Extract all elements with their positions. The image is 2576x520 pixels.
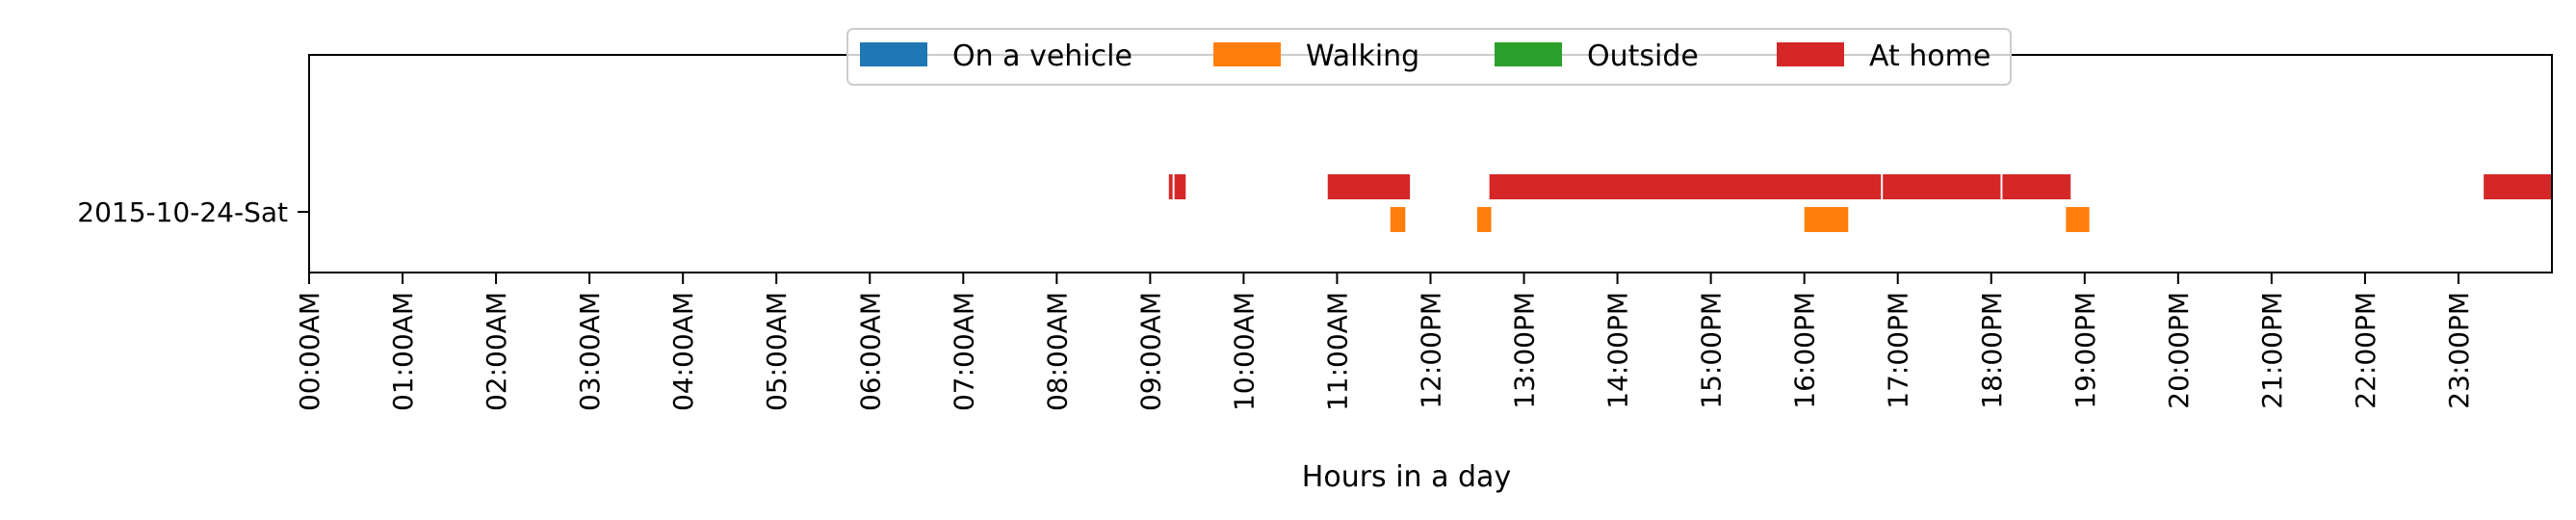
- x-tick-label: 22:00PM: [2350, 292, 2381, 409]
- legend-label: Outside: [1587, 39, 1699, 73]
- bar-at-home-1: [1174, 174, 1186, 199]
- legend-swatch: [1495, 42, 1562, 66]
- x-tick-label: 16:00PM: [1789, 292, 1821, 409]
- x-tick-label: 10:00AM: [1228, 292, 1260, 411]
- legend-label: Walking: [1306, 39, 1419, 73]
- x-tick-label: 05:00AM: [761, 292, 793, 411]
- x-tick-label: 03:00AM: [574, 292, 606, 411]
- legend-swatch: [860, 42, 927, 66]
- bar-walking-3: [2066, 207, 2090, 232]
- x-tick-label: 17:00PM: [1883, 292, 1914, 409]
- bar-walking-1: [1477, 207, 1492, 232]
- x-axis-ticks: 00:00AM 01:00AM 02:00AM 03:00AM 04:00AM 05:00…: [294, 273, 2475, 411]
- x-axis-label: Hours in a day: [1302, 460, 1511, 494]
- x-tick-label: 09:00AM: [1134, 292, 1166, 411]
- legend-swatch: [1213, 42, 1281, 66]
- y-tick-label: 2015-10-24-Sat: [77, 196, 288, 228]
- x-tick-label: 00:00AM: [294, 292, 325, 411]
- bar-at-home-3: [1489, 174, 1882, 199]
- x-tick-label: 23:00PM: [2443, 292, 2475, 409]
- x-tick-label: 15:00PM: [1696, 292, 1728, 409]
- x-tick-label: 14:00PM: [1602, 292, 1634, 409]
- bar-at-home-2: [1327, 174, 1411, 199]
- bar-at-home-6: [2484, 174, 2552, 199]
- bar-at-home-4: [1883, 174, 2001, 199]
- legend-label: On a vehicle: [952, 39, 1132, 73]
- x-tick-label: 13:00PM: [1509, 292, 1541, 409]
- x-tick-label: 07:00AM: [948, 292, 979, 411]
- x-tick-label: 12:00PM: [1416, 292, 1447, 409]
- bar-at-home-0: [1168, 174, 1173, 199]
- x-tick-label: 21:00PM: [2256, 292, 2288, 409]
- bar-walking-2: [1804, 207, 1849, 232]
- plot-area: [1168, 174, 2552, 232]
- x-tick-label: 06:00AM: [854, 292, 886, 411]
- legend-box: [846, 28, 2012, 86]
- x-tick-label: 11:00AM: [1321, 292, 1353, 411]
- x-tick-label: 01:00AM: [387, 292, 419, 411]
- x-tick-label: 18:00PM: [1976, 292, 2008, 409]
- y-axis-ticks: 2015-10-24-Sat: [77, 196, 309, 228]
- bar-walking-0: [1390, 207, 1406, 232]
- x-tick-label: 20:00PM: [2163, 292, 2195, 409]
- plot-frame: [308, 54, 2553, 273]
- legend: On a vehicle Walking Outside At home: [846, 28, 2012, 86]
- x-tick-label: 02:00AM: [481, 292, 512, 411]
- x-tick-label: 19:00PM: [2069, 292, 2101, 409]
- legend-swatch: [1777, 42, 1844, 66]
- x-tick-label: 04:00AM: [667, 292, 699, 411]
- x-tick-label: 08:00AM: [1041, 292, 1073, 411]
- legend-label: At home: [1869, 39, 1991, 73]
- bar-at-home-5: [2002, 174, 2071, 199]
